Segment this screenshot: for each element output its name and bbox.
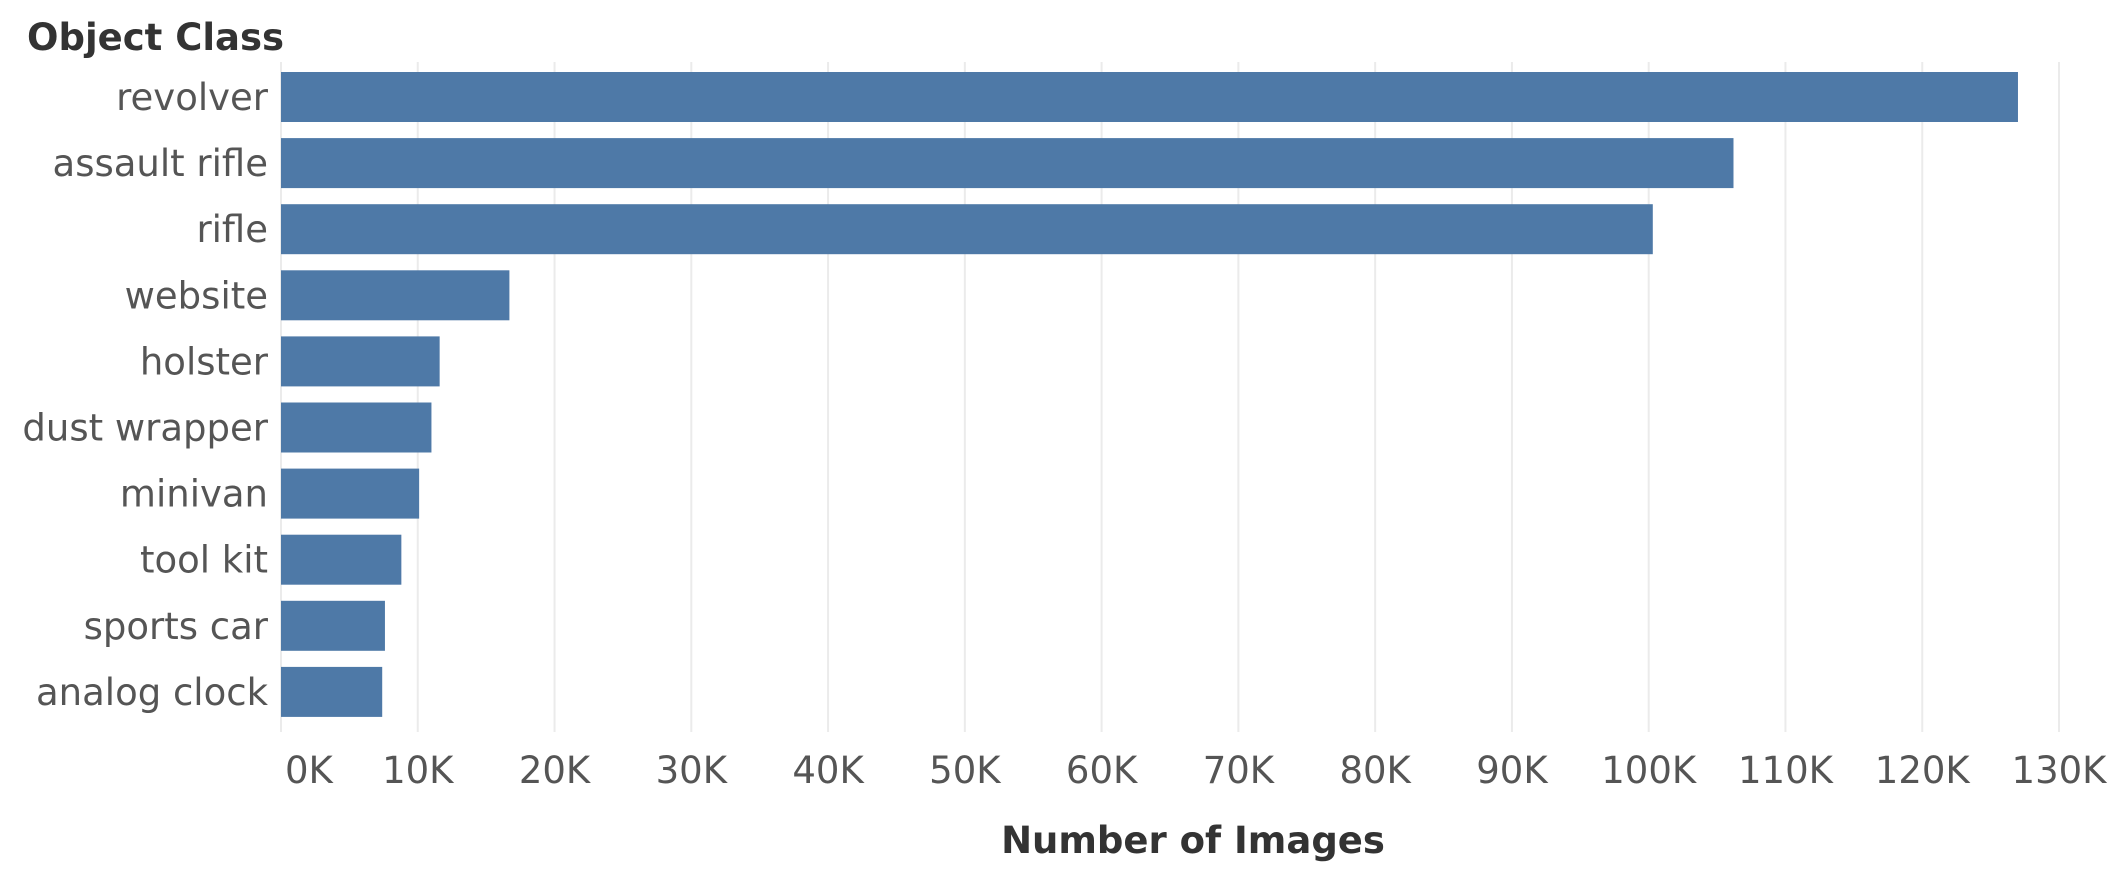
bar — [281, 336, 440, 387]
category-label: analog clock — [36, 671, 269, 714]
x-tick-label: 60K — [1066, 749, 1139, 792]
category-label: tool kit — [140, 539, 268, 582]
x-tick-label: 30K — [656, 749, 729, 792]
x-tick-label: 100K — [1601, 749, 1698, 792]
bar — [281, 402, 432, 453]
bar — [281, 600, 385, 651]
x-tick-label: 120K — [1875, 749, 1972, 792]
category-label: assault rifle — [53, 142, 268, 185]
x-tick-label: 50K — [929, 749, 1002, 792]
category-label: minivan — [120, 473, 268, 516]
x-axis-title: Number of Images — [1001, 819, 1385, 862]
x-tick-label: 10K — [382, 749, 455, 792]
bar — [281, 138, 1734, 189]
x-tick-label: 130K — [2012, 749, 2109, 792]
bars — [281, 72, 2018, 717]
category-label: rifle — [196, 208, 268, 251]
x-tick-label: 20K — [519, 749, 592, 792]
bar — [281, 72, 2018, 122]
category-label: holster — [140, 340, 269, 383]
bar — [281, 270, 510, 321]
bar — [281, 468, 420, 519]
category-label: website — [125, 274, 268, 317]
x-tick-label: 110K — [1738, 749, 1835, 792]
bar — [281, 534, 402, 585]
category-label: dust wrapper — [22, 407, 268, 450]
bar — [281, 666, 383, 717]
y-axis-title: Object Class — [27, 16, 284, 59]
x-tick-label: 40K — [792, 749, 865, 792]
bar — [281, 204, 1653, 255]
x-tick-label: 0K — [285, 749, 335, 792]
category-label: sports car — [84, 605, 269, 648]
x-tick-label: 70K — [1203, 749, 1276, 792]
x-tick-labels: 0K 10K 20K 30K 40K 50K 60K 70K 80K 90K 100K 110K 120… — [285, 749, 2108, 792]
x-tick-label: 80K — [1339, 749, 1412, 792]
category-label: revolver — [116, 76, 269, 119]
x-tick-label: 90K — [1476, 749, 1549, 792]
category-labels: revolver assault rifle rifle website holster… — [22, 76, 268, 714]
